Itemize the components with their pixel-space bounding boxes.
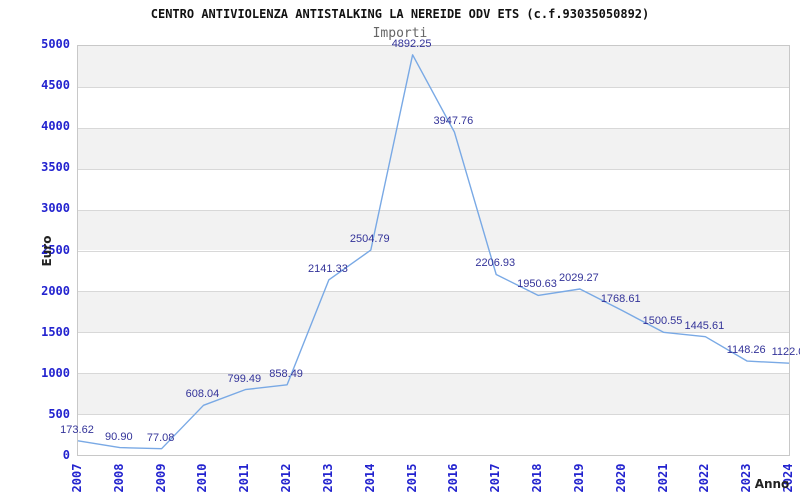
value-label: 77.08 [146,431,175,444]
x-tick-label: 2018 [530,463,545,493]
chart-title: CENTRO ANTIVIOLENZA ANTISTALKING LA NERE… [150,7,650,21]
value-label: 608.04 [185,388,220,401]
x-tick-label: 2017 [488,463,503,493]
gridline [78,250,789,252]
plot-band [78,291,789,333]
plot-band [78,373,789,415]
y-tick-label: 500 [48,406,70,421]
y-tick-label: 2000 [41,283,70,298]
x-tick-label: 2007 [70,463,84,493]
y-tick-label: 3000 [41,201,70,216]
value-label: 1122.0 [771,346,800,359]
plot-band [78,250,789,292]
plot-band [78,414,789,455]
value-label: 799.49 [227,372,262,385]
value-label: 1500.55 [642,315,683,328]
value-label: 2206.93 [475,257,516,270]
y-tick-label: 1500 [41,324,70,339]
value-label: 4892.25 [391,37,432,50]
plot-band [78,332,789,374]
gridline [78,86,789,88]
y-tick-label: 2500 [41,242,70,257]
gridline [78,414,789,416]
plot-area [77,45,790,456]
value-label: 2029.27 [558,272,599,284]
y-axis-title: Euro [40,235,54,267]
series-polyline [77,54,790,450]
x-tick-label: 2012 [279,463,294,493]
y-tick-label: 0 [62,448,70,462]
x-tick-label: 2015 [404,463,419,493]
x-tick-label: 2009 [153,463,168,493]
x-tick-label: 2008 [111,463,126,493]
gridline [78,332,789,334]
value-label: 1768.61 [600,293,641,306]
gridline [78,168,789,170]
y-tick-label: 4500 [41,78,70,93]
gridline [78,209,789,211]
value-label: 1950.63 [517,278,557,291]
x-axis-title: Anno [754,477,790,491]
value-label: 858.49 [269,367,303,380]
plot-band [78,168,789,210]
value-label: 1148.26 [726,344,766,357]
plot-band [78,127,789,169]
value-label: 90.90 [105,430,133,443]
x-tick-label: 2016 [446,463,461,493]
x-tick-label: 2010 [195,463,210,493]
y-tick-label: 4000 [41,119,70,134]
gridline [78,291,789,293]
x-tick-label: 2019 [571,463,586,493]
y-tick-label: 1000 [41,365,70,380]
importi-line-series [77,54,790,450]
x-tick-label: 2021 [655,463,670,493]
gridline [78,127,789,129]
value-label: 173.62 [60,423,94,436]
value-label: 1445.61 [684,319,725,332]
gridline [78,373,789,375]
y-tick-label: 5000 [41,37,70,51]
value-label: 2504.79 [349,233,390,246]
plot-band [78,209,789,251]
plot-band [78,46,789,87]
x-tick-label: 2022 [697,463,712,493]
value-label: 3947.76 [433,115,474,128]
value-label: 2141.33 [308,262,348,275]
x-tick-label: 2014 [362,463,377,493]
x-tick-label: 2011 [237,463,252,493]
chart-subtitle: Importi [372,26,428,41]
x-tick-label: 2020 [613,463,628,493]
x-tick-label: 2013 [320,463,335,493]
y-tick-label: 3500 [41,160,70,175]
